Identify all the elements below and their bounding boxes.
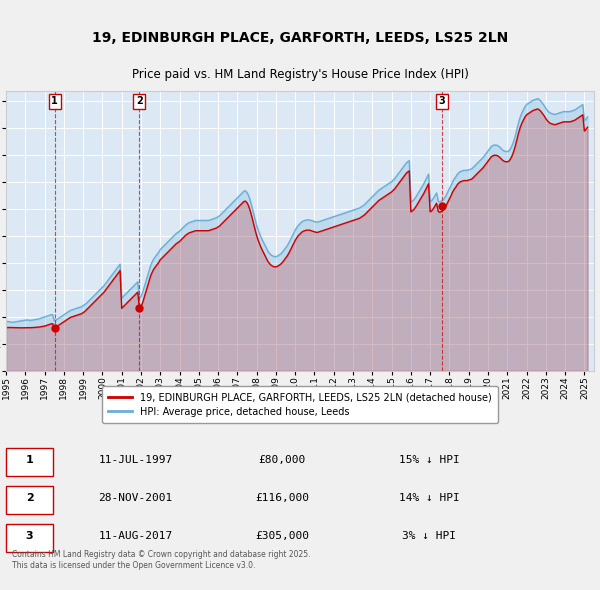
Text: 3: 3 [439,96,445,106]
Text: 11-JUL-1997: 11-JUL-1997 [98,455,172,466]
FancyBboxPatch shape [6,523,53,552]
Text: 11-AUG-2017: 11-AUG-2017 [98,531,172,541]
Text: £116,000: £116,000 [256,493,310,503]
Text: 28-NOV-2001: 28-NOV-2001 [98,493,172,503]
Text: 2: 2 [26,493,34,503]
Text: 1: 1 [52,96,58,106]
Legend: 19, EDINBURGH PLACE, GARFORTH, LEEDS, LS25 2LN (detached house), HPI: Average pr: 19, EDINBURGH PLACE, GARFORTH, LEEDS, LS… [102,386,498,422]
Text: 3: 3 [26,531,34,541]
Text: Contains HM Land Registry data © Crown copyright and database right 2025.
This d: Contains HM Land Registry data © Crown c… [12,550,310,570]
Text: 1: 1 [26,455,34,466]
FancyBboxPatch shape [6,486,53,514]
Text: 2: 2 [136,96,143,106]
Text: 14% ↓ HPI: 14% ↓ HPI [399,493,460,503]
FancyBboxPatch shape [6,448,53,476]
Text: 19, EDINBURGH PLACE, GARFORTH, LEEDS, LS25 2LN: 19, EDINBURGH PLACE, GARFORTH, LEEDS, LS… [92,31,508,45]
Text: 15% ↓ HPI: 15% ↓ HPI [399,455,460,466]
Text: £80,000: £80,000 [259,455,306,466]
Text: 3% ↓ HPI: 3% ↓ HPI [403,531,457,541]
Text: Price paid vs. HM Land Registry's House Price Index (HPI): Price paid vs. HM Land Registry's House … [131,68,469,81]
Text: £305,000: £305,000 [256,531,310,541]
